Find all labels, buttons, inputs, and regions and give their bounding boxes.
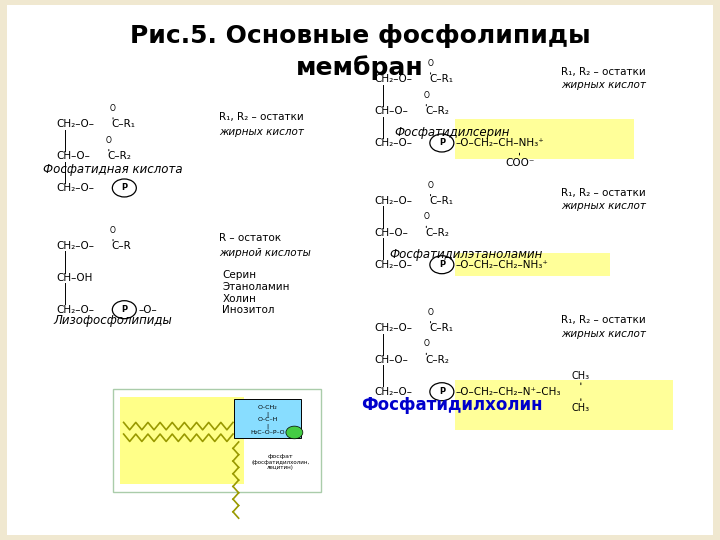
FancyBboxPatch shape <box>454 380 673 430</box>
Text: Инозитол: Инозитол <box>222 305 275 315</box>
Text: (фосфатидилхолин,: (фосфатидилхолин, <box>251 460 310 465</box>
Text: Рис.5. Основные фосфолипиды: Рис.5. Основные фосфолипиды <box>130 24 590 48</box>
Text: CH₂–O–: CH₂–O– <box>374 75 412 84</box>
Text: |: | <box>266 411 269 417</box>
Text: |: | <box>266 423 269 429</box>
Text: CH₂–O–: CH₂–O– <box>57 119 94 130</box>
Text: CH₂–O–: CH₂–O– <box>57 305 94 315</box>
Circle shape <box>286 426 303 439</box>
FancyBboxPatch shape <box>454 253 610 276</box>
Text: C–R₁: C–R₁ <box>112 119 135 130</box>
Text: CH–O–: CH–O– <box>374 228 408 238</box>
Text: мембран: мембран <box>296 56 424 80</box>
Text: C–R₁: C–R₁ <box>429 323 453 333</box>
Text: O: O <box>110 104 116 113</box>
Text: Этаноламин: Этаноламин <box>222 282 290 292</box>
Text: Фосфатидная кислота: Фосфатидная кислота <box>43 163 183 176</box>
Text: C–R: C–R <box>112 241 131 251</box>
Text: C–R₂: C–R₂ <box>425 106 449 116</box>
Text: O: O <box>423 339 429 348</box>
Text: жирных кислот: жирных кислот <box>219 127 304 137</box>
Text: –O–CH₂–CH₂–NH₃⁺: –O–CH₂–CH₂–NH₃⁺ <box>456 260 549 269</box>
Text: жирных кислот: жирных кислот <box>561 328 646 339</box>
Text: P: P <box>438 260 445 269</box>
Text: жирных кислот: жирных кислот <box>561 80 646 90</box>
Text: Фосфатидилхолин: Фосфатидилхолин <box>361 396 542 414</box>
FancyBboxPatch shape <box>113 389 321 492</box>
Text: CH₂–O–: CH₂–O– <box>374 260 412 269</box>
Text: Фосфатидилсерин: Фосфатидилсерин <box>394 126 510 139</box>
Text: жирных кислот: жирных кислот <box>561 201 646 212</box>
Text: Серин: Серин <box>222 271 256 280</box>
Text: C–R₂: C–R₂ <box>425 228 449 238</box>
Text: CH₃: CH₃ <box>572 403 590 413</box>
Text: O: O <box>106 136 112 145</box>
Text: R – остаток: R – остаток <box>219 233 281 243</box>
Text: P: P <box>438 387 445 396</box>
Text: C–R₂: C–R₂ <box>425 355 449 365</box>
Text: CH₂–O–: CH₂–O– <box>57 241 94 251</box>
FancyBboxPatch shape <box>120 397 243 484</box>
Text: C–R₁: C–R₁ <box>429 75 453 84</box>
Text: CH₂–O–: CH₂–O– <box>57 183 94 193</box>
Text: –O–CH₂–CH₂–N⁺–CH₃: –O–CH₂–CH₂–N⁺–CH₃ <box>456 387 562 397</box>
Text: R₁, R₂ – остатки: R₁, R₂ – остатки <box>561 315 646 325</box>
Text: CH–O–: CH–O– <box>57 151 91 161</box>
Text: O: O <box>423 212 429 221</box>
Text: CH₃: CH₃ <box>572 371 590 381</box>
Text: Фосфатидилэтаноламин: Фосфатидилэтаноламин <box>390 248 542 261</box>
Text: CH₂–O–: CH₂–O– <box>374 138 412 148</box>
Text: –O–: –O– <box>138 305 157 315</box>
Text: C–R₁: C–R₁ <box>429 196 453 206</box>
Text: R₁, R₂ – остатки: R₁, R₂ – остатки <box>561 188 646 198</box>
Text: P: P <box>121 305 127 314</box>
Text: O: O <box>428 180 433 190</box>
Text: H₂C–O–P–O: H₂C–O–P–O <box>251 430 285 435</box>
Text: O: O <box>423 91 429 99</box>
Text: COO⁻: COO⁻ <box>505 158 535 168</box>
FancyBboxPatch shape <box>235 399 301 438</box>
Text: P: P <box>121 184 127 192</box>
Text: Холин: Холин <box>222 294 256 303</box>
Text: CH–OH: CH–OH <box>57 273 93 283</box>
Text: P: P <box>438 138 445 147</box>
FancyBboxPatch shape <box>454 119 634 159</box>
Text: R₁, R₂ – остатки: R₁, R₂ – остатки <box>561 66 646 77</box>
Text: жирной кислоты: жирной кислоты <box>219 248 311 258</box>
Text: O: O <box>110 226 116 234</box>
Text: O: O <box>428 59 433 68</box>
Text: Лизофосфолипиды: Лизофосфолипиды <box>54 314 172 327</box>
Text: –O–CH₂–CH–NH₃⁺: –O–CH₂–CH–NH₃⁺ <box>456 138 545 148</box>
Text: O: O <box>428 308 433 316</box>
Text: O–CH₂: O–CH₂ <box>258 405 277 410</box>
Text: R₁, R₂ – остатки: R₁, R₂ – остатки <box>219 112 304 122</box>
Text: лецитин): лецитин) <box>267 465 294 470</box>
Text: CH–O–: CH–O– <box>374 355 408 365</box>
Text: CH–O–: CH–O– <box>374 106 408 116</box>
Text: CH₂–O–: CH₂–O– <box>374 196 412 206</box>
Text: CH₂–O–: CH₂–O– <box>374 323 412 333</box>
Text: C–R₂: C–R₂ <box>107 151 131 161</box>
Text: CH₂–O–: CH₂–O– <box>374 387 412 397</box>
Text: O–C–H: O–C–H <box>257 417 278 422</box>
Text: фосфат: фосфат <box>267 454 293 458</box>
